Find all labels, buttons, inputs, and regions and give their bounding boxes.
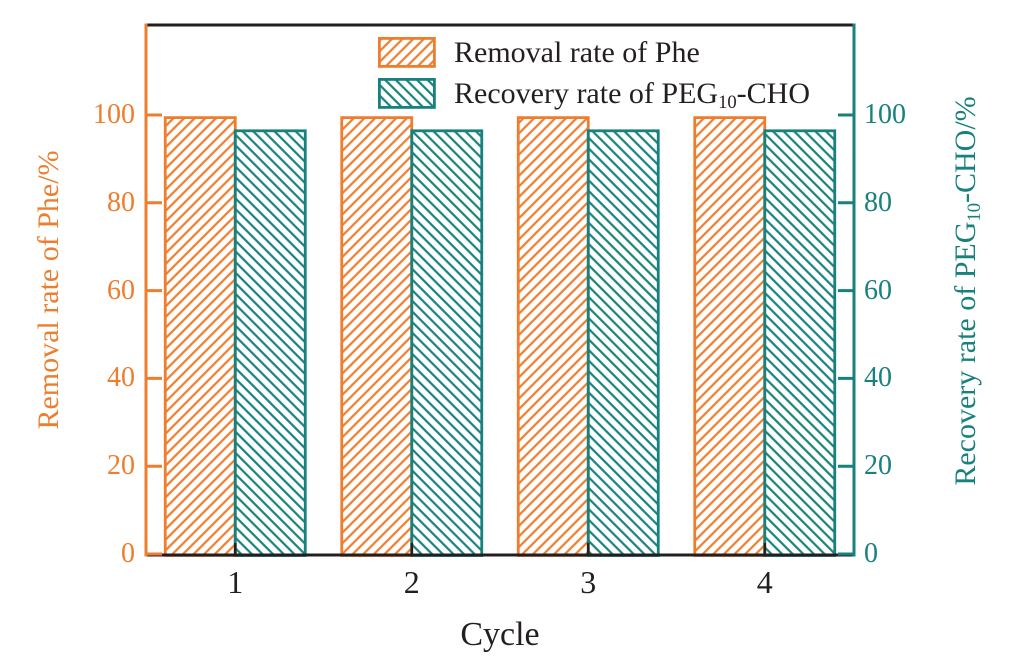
left-axis-title: Removal rate of Phe/% bbox=[32, 150, 65, 430]
bar-removal-cycle-4 bbox=[693, 116, 767, 557]
bar-removal-cycle-1 bbox=[163, 116, 237, 557]
bar-recovery-cycle-1 bbox=[233, 129, 307, 557]
legend-label-recovery-suffix: -CHO bbox=[736, 77, 811, 110]
bar-removal-cycle-2 bbox=[340, 116, 414, 557]
legend-item-removal-rate: Removal rate of Phe bbox=[378, 37, 700, 68]
x-axis-title: Cycle bbox=[460, 616, 540, 653]
bar-recovery-cycle-2 bbox=[410, 129, 484, 557]
right-axis-title-subscript: 10 bbox=[964, 203, 986, 222]
right-axis-title-suffix: -CHO/% bbox=[949, 96, 982, 203]
legend-label-recovery-subscript: 10 bbox=[718, 92, 737, 114]
right-axis-title-prefix: Recovery rate of PEG bbox=[949, 221, 982, 486]
legend-label-removal-rate: Removal rate of Phe bbox=[454, 36, 700, 69]
bar-recovery-cycle-4 bbox=[763, 129, 837, 557]
legend-label-recovery-rate: Recovery rate of PEG10-CHO bbox=[454, 77, 811, 112]
bar-removal-cycle-3 bbox=[516, 116, 590, 557]
legend-swatch-recovery-hatch-icon bbox=[378, 78, 436, 109]
legend-item-recovery-rate: Recovery rate of PEG10-CHO bbox=[378, 77, 811, 112]
bar-recovery-cycle-3 bbox=[586, 129, 660, 557]
axes-layer bbox=[144, 23, 856, 557]
legend-label-recovery-prefix: Recovery rate of PEG bbox=[454, 77, 719, 110]
legend-swatch-removal-hatch-icon bbox=[378, 37, 436, 68]
right-axis-title: Recovery rate of PEG10-CHO/% bbox=[947, 31, 985, 551]
bars-layer bbox=[163, 116, 837, 557]
